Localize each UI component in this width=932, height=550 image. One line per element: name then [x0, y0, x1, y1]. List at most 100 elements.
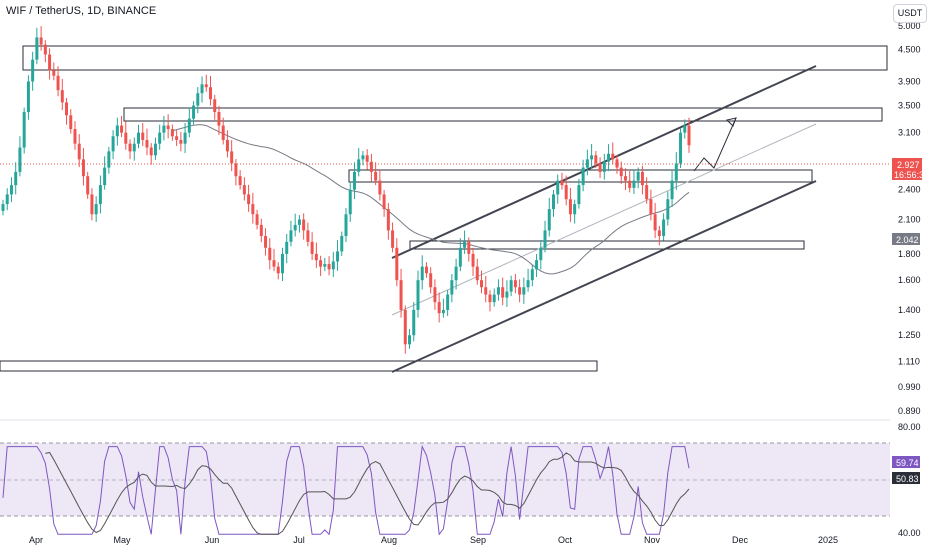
candle-body [26, 81, 30, 113]
candle-body [48, 54, 52, 71]
candle-body [187, 118, 191, 133]
candle-body [628, 180, 632, 188]
candle-body [615, 159, 619, 168]
current-price-tag: 2.927 16:56:32 [892, 158, 929, 180]
candle-body [103, 167, 107, 186]
candle-body [86, 176, 90, 195]
candle-body [458, 247, 462, 267]
candle-body [475, 266, 479, 281]
candle-body [5, 194, 9, 205]
candle-body [357, 159, 361, 172]
price-tick-4: 3.100 [898, 128, 921, 138]
candle-body [120, 125, 124, 133]
candle-body [336, 251, 340, 262]
candle-body [619, 167, 623, 177]
support-zone-mid[interactable] [409, 240, 805, 250]
candle-body [547, 209, 551, 231]
candle-body [166, 125, 170, 130]
candle-body [501, 287, 505, 298]
candle-body [39, 37, 43, 45]
candle-body [9, 185, 13, 195]
candle-body [60, 90, 64, 103]
candle-body [433, 287, 437, 303]
resistance-zone-upper[interactable] [123, 107, 883, 122]
rsi-axis[interactable]: 80.00 40.00 [898, 422, 921, 538]
candle-body [424, 266, 428, 274]
candle-body [264, 236, 268, 248]
candle-body [492, 294, 496, 303]
countdown-value: 16:56:32 [894, 170, 929, 180]
candle-body [505, 291, 509, 298]
symbol-title[interactable]: WIF / TetherUS, 1D, BINANCE [6, 5, 157, 17]
price-tick-0: 5.000 [898, 21, 921, 31]
candle-body [420, 266, 424, 281]
candle-body [581, 167, 585, 186]
support-zone-bottom[interactable] [0, 360, 598, 372]
candle-body [137, 132, 141, 144]
candle-body [573, 204, 577, 215]
candle-body [348, 189, 352, 215]
currency-button[interactable]: USDT [893, 4, 927, 23]
candle-body [530, 269, 534, 281]
candle-body [687, 125, 691, 146]
candle-body [611, 153, 615, 160]
time-axis[interactable]: Apr May Jun Jul Aug Sep Oct Nov Dec 2025 [29, 535, 838, 545]
candle-body [662, 219, 666, 237]
rsi-line [2, 444, 690, 536]
resistance-zone-top[interactable] [22, 45, 888, 71]
candle-body [175, 136, 179, 140]
price-axis[interactable]: 5.0004.5003.9003.5003.1002.7002.4002.100… [898, 21, 921, 416]
price-tick-8: 1.800 [898, 249, 921, 259]
candle-body [230, 151, 234, 164]
candle-body [259, 224, 263, 237]
candle-body [551, 194, 555, 210]
price-tick-11: 1.250 [898, 330, 921, 340]
candle-body [509, 280, 513, 292]
candle-body [280, 253, 284, 274]
candle-body [196, 93, 200, 106]
candle-body [467, 241, 471, 254]
candle-body [94, 204, 98, 215]
candle-body [590, 155, 594, 160]
time-tick-8: Dec [732, 535, 749, 545]
candle-body [399, 280, 403, 310]
candle-body [183, 132, 187, 144]
candle-body [594, 155, 598, 164]
candle-body [208, 87, 212, 100]
candle-body [90, 194, 94, 215]
candle-body [369, 161, 373, 172]
candle-body [56, 75, 60, 91]
time-tick-3: Jul [293, 535, 305, 545]
candle-body [289, 230, 293, 242]
candle-body [272, 260, 276, 267]
channel-lower-line[interactable] [391, 180, 817, 373]
candle-body [247, 194, 251, 205]
rsi-ma-value-tag: 50.83 [892, 472, 920, 484]
candle-body [556, 180, 560, 195]
candle-body [327, 264, 331, 270]
price-tick-10: 1.400 [898, 305, 921, 315]
candle-body [204, 84, 208, 88]
candle-body [52, 70, 56, 76]
price-tick-2: 3.900 [898, 76, 921, 86]
candle-body [391, 230, 395, 248]
candle-body [518, 287, 522, 295]
rsi-value-tag: 59.74 [892, 456, 920, 468]
candle-body [577, 185, 581, 205]
candle-body [649, 199, 653, 215]
time-tick-9: 2025 [818, 535, 838, 545]
ma-value: 2.042 [896, 235, 919, 245]
candle-body [276, 266, 280, 274]
current-price-value: 2.927 [897, 160, 920, 170]
candle-body [18, 147, 22, 172]
price-tick-3: 3.500 [898, 101, 921, 111]
time-tick-6: Oct [558, 535, 573, 545]
candle-body [217, 112, 221, 126]
candle-body [636, 171, 640, 181]
candle-body [31, 59, 35, 82]
candle-body [585, 159, 589, 168]
candle-body [81, 159, 85, 177]
channel-middle-line[interactable] [391, 123, 817, 316]
resistance-zone-mid[interactable] [348, 169, 813, 183]
